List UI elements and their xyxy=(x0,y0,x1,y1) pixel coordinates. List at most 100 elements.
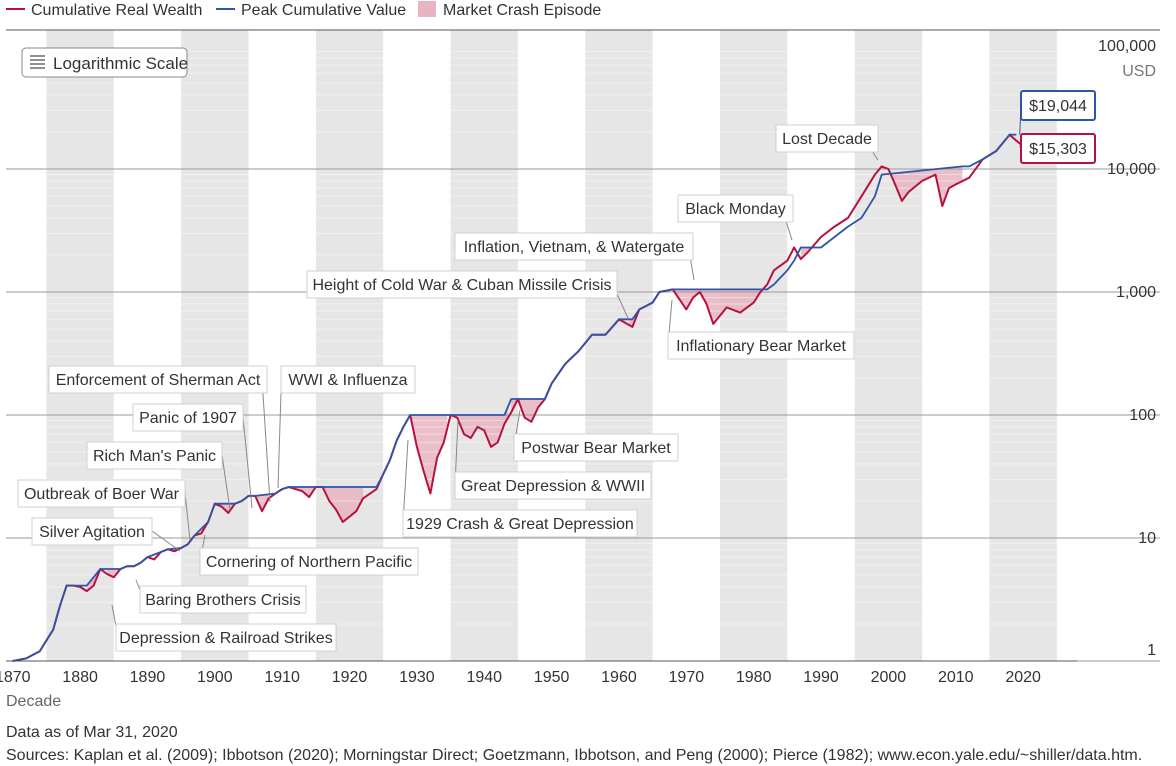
annotation-box xyxy=(280,365,416,394)
annotation-callout: Inflation, Vietnam, & Watergate xyxy=(454,232,695,281)
decade-bands xyxy=(46,30,1057,661)
annotation-label: Panic of 1907 xyxy=(139,410,237,427)
x-tick-label: 1900 xyxy=(197,669,233,686)
x-tick-label: 1980 xyxy=(736,669,772,686)
annotation-label: Baring Brothers Crisis xyxy=(145,592,301,609)
annotation-callout: Panic of 1907 xyxy=(132,403,253,509)
x-tick-label: 1960 xyxy=(601,669,637,686)
annotation-leader xyxy=(242,416,253,509)
annotation-label: Rich Man's Panic xyxy=(93,448,216,465)
x-tick-label: 2020 xyxy=(1005,669,1041,686)
crash-episode-area xyxy=(288,487,363,522)
annotation-box xyxy=(402,509,638,538)
annotation-callout: Black Monday xyxy=(677,194,794,241)
log-scale-toggle[interactable]: Logarithmic Scale xyxy=(21,47,188,78)
annotation-box xyxy=(17,479,186,508)
y-tick-labels: 1 10 100 1,000 10,000 100,000 xyxy=(1098,38,1156,659)
legend-peak-label: Peak Cumulative Value xyxy=(241,2,406,19)
x-tick-label: 2000 xyxy=(871,669,907,686)
list-icon xyxy=(30,55,45,69)
legend-cumulative-label: Cumulative Real Wealth xyxy=(31,2,202,19)
legend: Cumulative Real Wealth Peak Cumulative V… xyxy=(6,1,601,19)
annotation-leader xyxy=(616,293,629,319)
x-tick-label: 1890 xyxy=(130,669,166,686)
end-label-peak-box xyxy=(1020,90,1096,121)
annotation-box xyxy=(115,623,337,652)
x-tick-label: 1870 xyxy=(0,669,31,686)
annotation-box xyxy=(306,270,618,299)
annotation-leader xyxy=(151,530,181,552)
annotation-callout: WWI & Influenza xyxy=(277,365,416,489)
y-tick-label: 10 xyxy=(1138,530,1156,547)
y-tick-label: 100 xyxy=(1129,407,1156,424)
x-tick-label: 1880 xyxy=(62,669,98,686)
peak-cumulative-value-line xyxy=(12,133,1017,662)
crash-annotations: Depression & Railroad Strikes Baring Brot… xyxy=(17,124,879,652)
annotation-box xyxy=(513,433,679,462)
log-scale-label: Logarithmic Scale xyxy=(53,54,188,73)
annotation-callout: Silver Agitation xyxy=(31,517,181,552)
sources-note: Sources: Kaplan et al. (2009); Ibbotson … xyxy=(6,747,1142,764)
annotation-label: Silver Agitation xyxy=(39,524,145,541)
x-tick-label: 1920 xyxy=(332,669,368,686)
annotation-box xyxy=(677,194,794,223)
annotation-callout: Inflationary Bear Market xyxy=(667,299,855,360)
end-label-cumulative: $15,303 xyxy=(1019,133,1096,164)
annotation-callout: 1929 Crash & Great Depression xyxy=(402,439,638,538)
crash-episode-area xyxy=(410,415,448,494)
annotation-label: Inflationary Bear Market xyxy=(676,338,846,355)
date-note: Data as of Mar 31, 2020 xyxy=(6,724,178,741)
end-label-peak: $19,044 xyxy=(1019,90,1096,135)
annotation-callout: Height of Cold War & Cuban Missile Crisi… xyxy=(306,270,629,319)
end-label-cumulative-box xyxy=(1020,133,1096,164)
annotation-box xyxy=(48,365,268,394)
decade-band xyxy=(585,30,653,661)
annotation-leader xyxy=(277,391,282,489)
decade-band xyxy=(989,30,1057,661)
y-tick-label: 100,000 xyxy=(1098,38,1156,55)
x-tick-labels: 1870 1880 1890 1900 1910 1920 1930 1940 1950 1960… xyxy=(0,669,1041,686)
annotation-label: Postwar Bear Market xyxy=(521,440,671,457)
annotation-callout: Depression & Railroad Strikes xyxy=(111,604,337,652)
annotation-leader xyxy=(261,378,271,503)
annotation-label: Lost Decade xyxy=(782,131,872,148)
annotation-label: Great Depression & WWII xyxy=(461,478,645,495)
y-tick-label: 1,000 xyxy=(1116,284,1156,301)
annotation-label: Cornering of Northern Pacific xyxy=(206,554,412,571)
end-label-peak-value: $19,044 xyxy=(1029,98,1087,115)
annotation-box xyxy=(775,124,879,153)
annotation-box xyxy=(31,517,153,546)
x-tick-label: 1940 xyxy=(466,669,502,686)
y-tick-label: 10,000 xyxy=(1107,161,1156,178)
annotation-callout: Enforcement of Sherman Act xyxy=(48,365,271,503)
annotation-label: 1929 Crash & Great Depression xyxy=(406,516,634,533)
annotation-leader xyxy=(402,439,409,524)
annotation-label: Height of Cold War & Cuban Missile Crisi… xyxy=(312,277,611,294)
annotation-label: Enforcement of Sherman Act xyxy=(56,372,261,389)
annotation-box xyxy=(199,547,419,576)
annotation-callout: Rich Man's Panic xyxy=(86,441,231,511)
x-tick-label: 1910 xyxy=(264,669,300,686)
annotation-label: WWI & Influenza xyxy=(288,372,407,389)
annotation-callout: Outbreak of Boer War xyxy=(17,479,191,541)
annotation-box xyxy=(667,331,855,360)
legend-crash-label: Market Crash Episode xyxy=(443,2,601,19)
annotation-box xyxy=(139,585,307,614)
end-value-labels: $19,044 $15,303 xyxy=(1019,90,1096,164)
x-tick-label: 1990 xyxy=(803,669,839,686)
annotation-callout: Great Depression & WWII xyxy=(454,419,652,500)
decade-band xyxy=(450,30,518,661)
legend-crash-swatch xyxy=(418,1,436,17)
annotation-box xyxy=(454,471,652,500)
series-lines xyxy=(12,133,1024,662)
annotation-leader xyxy=(184,492,191,541)
annotation-callout: Cornering of Northern Pacific xyxy=(199,534,419,576)
x-tick-label: 2010 xyxy=(938,669,974,686)
x-tick-label: 1930 xyxy=(399,669,435,686)
annotation-callout: Lost Decade xyxy=(775,124,879,161)
annotation-callout: Postwar Bear Market xyxy=(513,409,679,462)
annotation-label: Inflation, Vietnam, & Watergate xyxy=(464,239,685,256)
annotation-label: Depression & Railroad Strikes xyxy=(119,630,332,647)
x-tick-label: 1950 xyxy=(534,669,570,686)
